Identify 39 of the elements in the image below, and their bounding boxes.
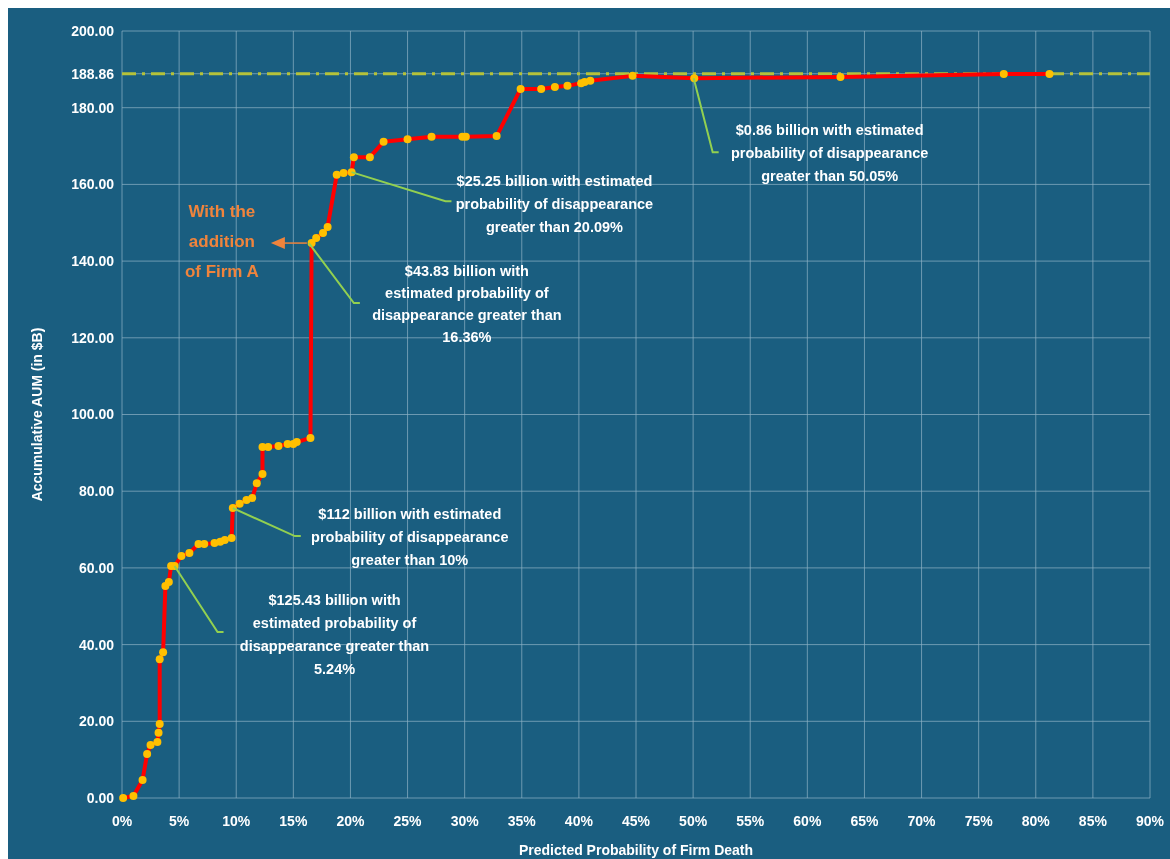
y-tick-label: 60.00 [78,559,115,576]
annotation: $43.83 billion with estimated probability of disappearance greater than 16.36% [372,263,562,346]
y-tick-label: 140.00 [71,253,115,269]
y-tick-label: 40.00 [78,636,115,653]
annotation: $0.86 billion with estimated probability of disappearance greater than 50.05% [730,122,929,185]
x-tick-label: 75% [964,813,994,829]
y-tick-label: 188.86 [71,65,115,82]
y-tick-label: 0.00 [86,789,115,806]
x-tick-label: 30% [450,813,480,829]
y-tick-label: 100.00 [71,406,115,423]
x-tick-label: 15% [279,813,308,829]
y-tick-label: 80.00 [78,483,115,500]
x-tick-label: 5% [168,813,190,829]
annotation: $112 billion with estimated probability of disappearance greater than 10% [311,506,509,569]
x-tick-label: 25% [393,813,423,829]
x-tick-label: 70% [907,813,937,829]
x-axis-title: Predicted Probability of Firm Death [518,842,754,858]
x-tick-label: 35% [507,813,537,829]
x-tick-label: 55% [736,813,765,829]
annotation: $25.25 billion with estimated probability of disappearance greater than 20.09% [455,173,654,236]
y-tick-label: 200.00 [71,22,115,39]
annotation: With the addition of Firm A [184,202,259,282]
x-tick-label: 85% [1078,813,1108,829]
x-tick-label: 80% [1021,813,1051,829]
y-axis-title: Accumulative AUM (in $B) [29,327,45,502]
x-tick-label: 60% [793,813,822,829]
y-tick-label: 160.00 [71,176,115,193]
x-tick-label: 40% [564,813,594,829]
x-tick-label: 10% [222,813,251,829]
annotation: $125.43 billion with estimated probability of disappearance greater than 5.24% [239,591,430,677]
y-tick-label: 120.00 [71,329,115,346]
x-tick-label: 20% [336,813,365,829]
x-tick-label: 0% [111,813,133,829]
x-tick-label: 90% [1135,813,1165,829]
y-tick-label: 20.00 [78,713,115,730]
y-tick-label: 180.00 [71,99,115,116]
x-tick-label: 50% [679,813,708,829]
x-tick-label: 65% [850,813,879,829]
x-tick-label: 45% [621,813,651,829]
